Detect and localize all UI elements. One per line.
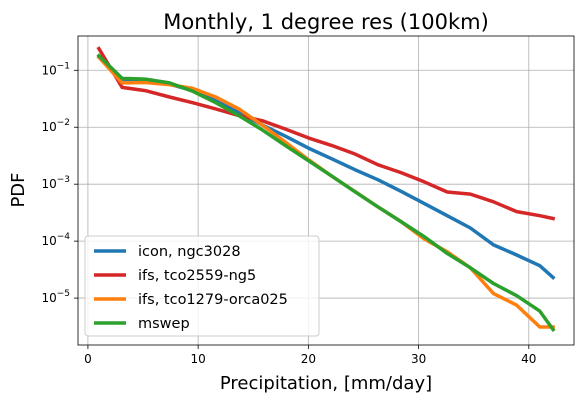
- legend-label: icon, ngc3028: [138, 244, 241, 260]
- y-tick-label: 10−5: [41, 289, 70, 305]
- legend-label: ifs, tco1279-orca025: [138, 292, 288, 308]
- y-tick-label: 10−3: [41, 175, 70, 191]
- y-axis: 10−1 10−2 10−3 10−4 10−5: [41, 61, 78, 305]
- x-axis-label: Precipitation, [mm/day]: [220, 373, 432, 394]
- plot-frame: [77, 35, 575, 346]
- x-tick-label: 20: [301, 352, 316, 366]
- series-line-2: [96, 46, 556, 221]
- y-tick-label: 10−2: [41, 118, 70, 134]
- y-tick-label: 10−1: [41, 61, 70, 77]
- legend-frame: [84, 235, 320, 337]
- x-axis: 0 10 20 30 40: [84, 345, 536, 366]
- y-tick-label: 10−4: [41, 232, 70, 248]
- series-line-4: [96, 53, 556, 333]
- legend-label: mswep: [138, 316, 190, 332]
- x-tick-label: 30: [411, 352, 426, 366]
- legend-label: ifs, tco2559-ng5: [138, 268, 256, 284]
- grid: [78, 36, 574, 345]
- chart-title: Monthly, 1 degree res (100km): [163, 10, 489, 34]
- x-tick-label: 10: [191, 352, 206, 366]
- legend: icon, ngc3028 ifs, tco2559-ng5 ifs, tco127…: [84, 235, 320, 337]
- y-axis-label: PDF: [8, 172, 29, 207]
- series-group: [96, 46, 556, 333]
- x-tick-label: 40: [521, 352, 536, 366]
- x-tick-label: 0: [84, 352, 92, 366]
